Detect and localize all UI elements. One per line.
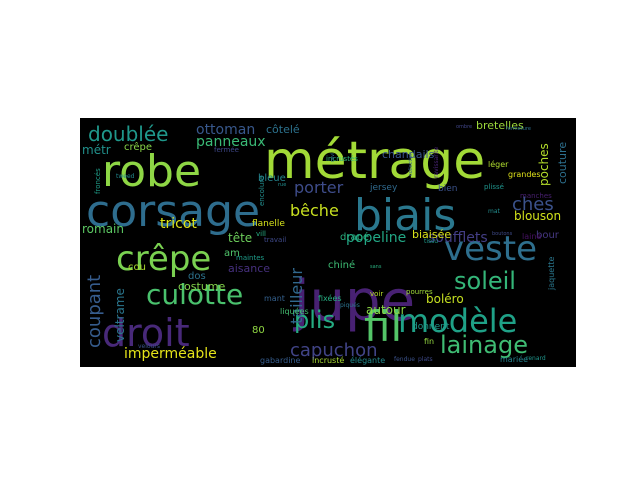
cloud-word: coupant <box>84 275 105 348</box>
cloud-word: dos <box>188 271 206 282</box>
cloud-word: élégante <box>350 355 385 365</box>
cloud-word: liquées <box>280 306 309 316</box>
cloud-word: droit <box>102 311 190 355</box>
cloud-word: donnent <box>412 322 450 332</box>
cloud-word: voir <box>370 290 383 298</box>
cloud-word: robe <box>102 146 201 197</box>
cloud-word: lainage <box>440 331 528 359</box>
cloud-word: travail <box>264 236 286 244</box>
cloud-word: velours <box>138 343 160 350</box>
cloud-word: ombre <box>456 124 472 130</box>
cloud-word: métrage <box>264 131 485 191</box>
cloud-word: grandes <box>508 170 541 179</box>
cloud-word: chandails <box>382 148 435 161</box>
cloud-word: boutons <box>492 231 513 237</box>
cloud-word: mat <box>488 208 501 215</box>
cloud-word: tweed <box>116 173 135 180</box>
cloud-word: ches <box>512 194 554 215</box>
cloud-word: fendue <box>394 356 415 363</box>
cloud-word: encolure <box>258 176 266 206</box>
cloud-word: bêche <box>290 201 339 220</box>
cloud-word: jersey <box>369 183 398 193</box>
cloud-word: collection <box>408 152 414 176</box>
cloud-word: léger <box>488 159 509 169</box>
cloud-word: laine <box>522 232 541 241</box>
cloud-word: crêpe <box>124 141 152 153</box>
cloud-word: corsage <box>86 186 260 237</box>
word-cloud: métrage jupe robe corsage biais fil droit crêpe… <box>80 118 576 367</box>
cloud-word: plis <box>294 306 335 334</box>
cloud-word: cou <box>128 262 146 273</box>
cloud-word: plissé <box>484 183 504 191</box>
cloud-word: porter <box>294 178 344 197</box>
cloud-word: gabardine <box>260 356 300 365</box>
cloud-word: métr <box>82 143 111 157</box>
cloud-word: imperméable <box>124 346 217 362</box>
cloud-word: poches <box>537 143 551 186</box>
cloud-word: côtelé <box>266 123 300 136</box>
cloud-word: bien <box>438 184 457 194</box>
cloud-word: fil <box>364 302 402 351</box>
cloud-word: vill <box>256 230 266 238</box>
cloud-word: maintes <box>236 254 265 262</box>
cloud-word: capuchon <box>290 340 378 361</box>
cloud-word: veltrame <box>113 288 127 342</box>
cloud-word: jaquette <box>547 257 556 291</box>
cloud-word: blouson <box>514 209 561 223</box>
cloud-word: manches <box>520 192 552 200</box>
cloud-word: renard <box>526 355 546 362</box>
cloud-word: couture <box>556 142 569 184</box>
cloud-word: ravi <box>330 153 336 162</box>
cloud-word: ravissante <box>433 147 440 178</box>
cloud-word: incrustés <box>326 155 358 163</box>
cloud-word: culotte <box>146 278 243 311</box>
cloud-word: fermeture <box>506 126 531 132</box>
cloud-word: am <box>224 248 240 259</box>
cloud-word: jupe <box>292 269 415 334</box>
cloud-word: fixées <box>318 293 342 303</box>
cloud-word: plats <box>418 356 433 363</box>
cloud-word: tissu <box>424 238 438 245</box>
cloud-word: tricot <box>160 216 197 232</box>
cloud-word: drapé <box>340 231 369 243</box>
cloud-word: mariée <box>500 354 528 364</box>
cloud-word: 80 <box>252 325 265 336</box>
cloud-word: chiné <box>328 259 355 271</box>
cloud-word: biais <box>354 190 456 241</box>
cloud-word: tailleur <box>287 268 306 324</box>
cloud-word: piqués <box>340 302 360 309</box>
cloud-word: boléro <box>426 292 464 306</box>
cloud-word: doublée <box>88 122 168 146</box>
cloud-word: bretelles <box>476 119 524 132</box>
cloud-word: flanelle <box>252 219 285 229</box>
cloud-word: fermée <box>214 146 239 154</box>
cloud-word: rue <box>278 182 286 188</box>
cloud-word: bleue <box>258 173 286 184</box>
cloud-word: soleil <box>454 267 516 295</box>
cloud-word: ottoman <box>196 122 255 138</box>
cloud-word: panneaux <box>196 134 266 150</box>
cloud-word: biaisée <box>412 228 451 241</box>
cloud-word: soufflets <box>428 230 488 246</box>
cloud-word: sans <box>370 264 382 270</box>
cloud-word: aisance <box>228 262 270 275</box>
cloud-word: pourres <box>406 288 433 296</box>
cloud-word: popeline <box>346 230 406 246</box>
cloud-word: costume <box>178 280 226 293</box>
cloud-word: crêpe <box>116 239 211 279</box>
cloud-word: tête <box>228 231 252 245</box>
cloud-word: veste <box>444 229 537 269</box>
cloud-word: fin <box>424 337 434 346</box>
cloud-word: incrusté <box>312 355 344 365</box>
cloud-word: romain <box>82 222 124 236</box>
cloud-word: froncés <box>94 168 102 194</box>
cloud-word: bour <box>536 230 560 241</box>
cloud-word: autour <box>366 303 406 317</box>
cloud-word: modèle <box>398 302 517 340</box>
cloud-word: mant <box>264 294 285 303</box>
